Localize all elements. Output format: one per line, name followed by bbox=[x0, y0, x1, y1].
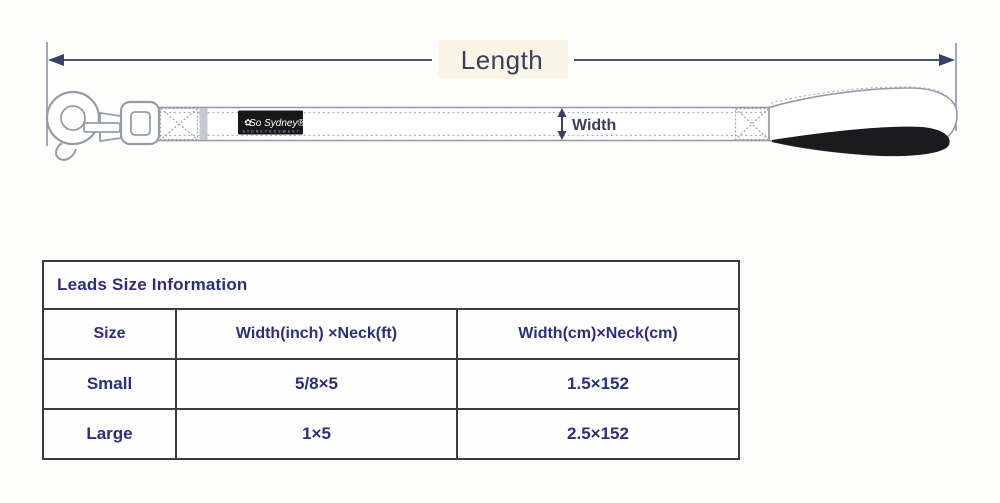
length-measurement: Length bbox=[46, 40, 957, 146]
column-header-inch: Width(inch) ×Neck(ft) bbox=[175, 308, 458, 360]
strap-fold-band bbox=[199, 108, 208, 140]
width-measurement: Width bbox=[557, 108, 616, 140]
brand-tag: ✿ So Sydney® S Y D N E Y S O S W E E T bbox=[238, 110, 305, 135]
column-header-cm: Width(cm)×Neck(cm) bbox=[455, 308, 741, 360]
cell-size: Small bbox=[42, 358, 177, 410]
cell-cm: 2.5×152 bbox=[455, 408, 741, 460]
size-table-section: Leads Size Information Size Width(inch) … bbox=[41, 260, 741, 460]
snap-hook-clasp bbox=[45, 90, 161, 161]
cell-size: Large bbox=[42, 408, 177, 460]
handle-padding bbox=[772, 126, 950, 157]
length-label: Length bbox=[461, 45, 544, 75]
cell-inch: 1×5 bbox=[175, 408, 458, 460]
table-row-large: Large 1×5 2.5×152 bbox=[42, 408, 741, 460]
arrow-down-icon bbox=[557, 131, 567, 140]
arrow-right-icon bbox=[939, 54, 955, 66]
column-header-size: Size bbox=[42, 308, 177, 360]
arrow-left-icon bbox=[48, 54, 64, 66]
brand-subtext: S Y D N E Y S O S W E E T bbox=[243, 130, 300, 134]
brand-name: So Sydney® bbox=[249, 118, 305, 129]
cell-inch: 5/8×5 bbox=[175, 358, 458, 410]
arrow-up-icon bbox=[557, 108, 567, 117]
table-row-small: Small 5/8×5 1.5×152 bbox=[42, 358, 741, 410]
leash-diagram: Length ✿ So Sydney® S Y D N E Y S O S W … bbox=[45, 40, 958, 161]
size-table: Leads Size Information Size Width(inch) … bbox=[41, 260, 741, 460]
width-label: Width bbox=[572, 117, 616, 134]
cell-cm: 1.5×152 bbox=[455, 358, 741, 410]
flower-icon: ✿ bbox=[244, 118, 252, 128]
leash-handle bbox=[768, 86, 958, 157]
stitch-box-left bbox=[159, 107, 199, 141]
table-title: Leads Size Information bbox=[41, 260, 741, 310]
